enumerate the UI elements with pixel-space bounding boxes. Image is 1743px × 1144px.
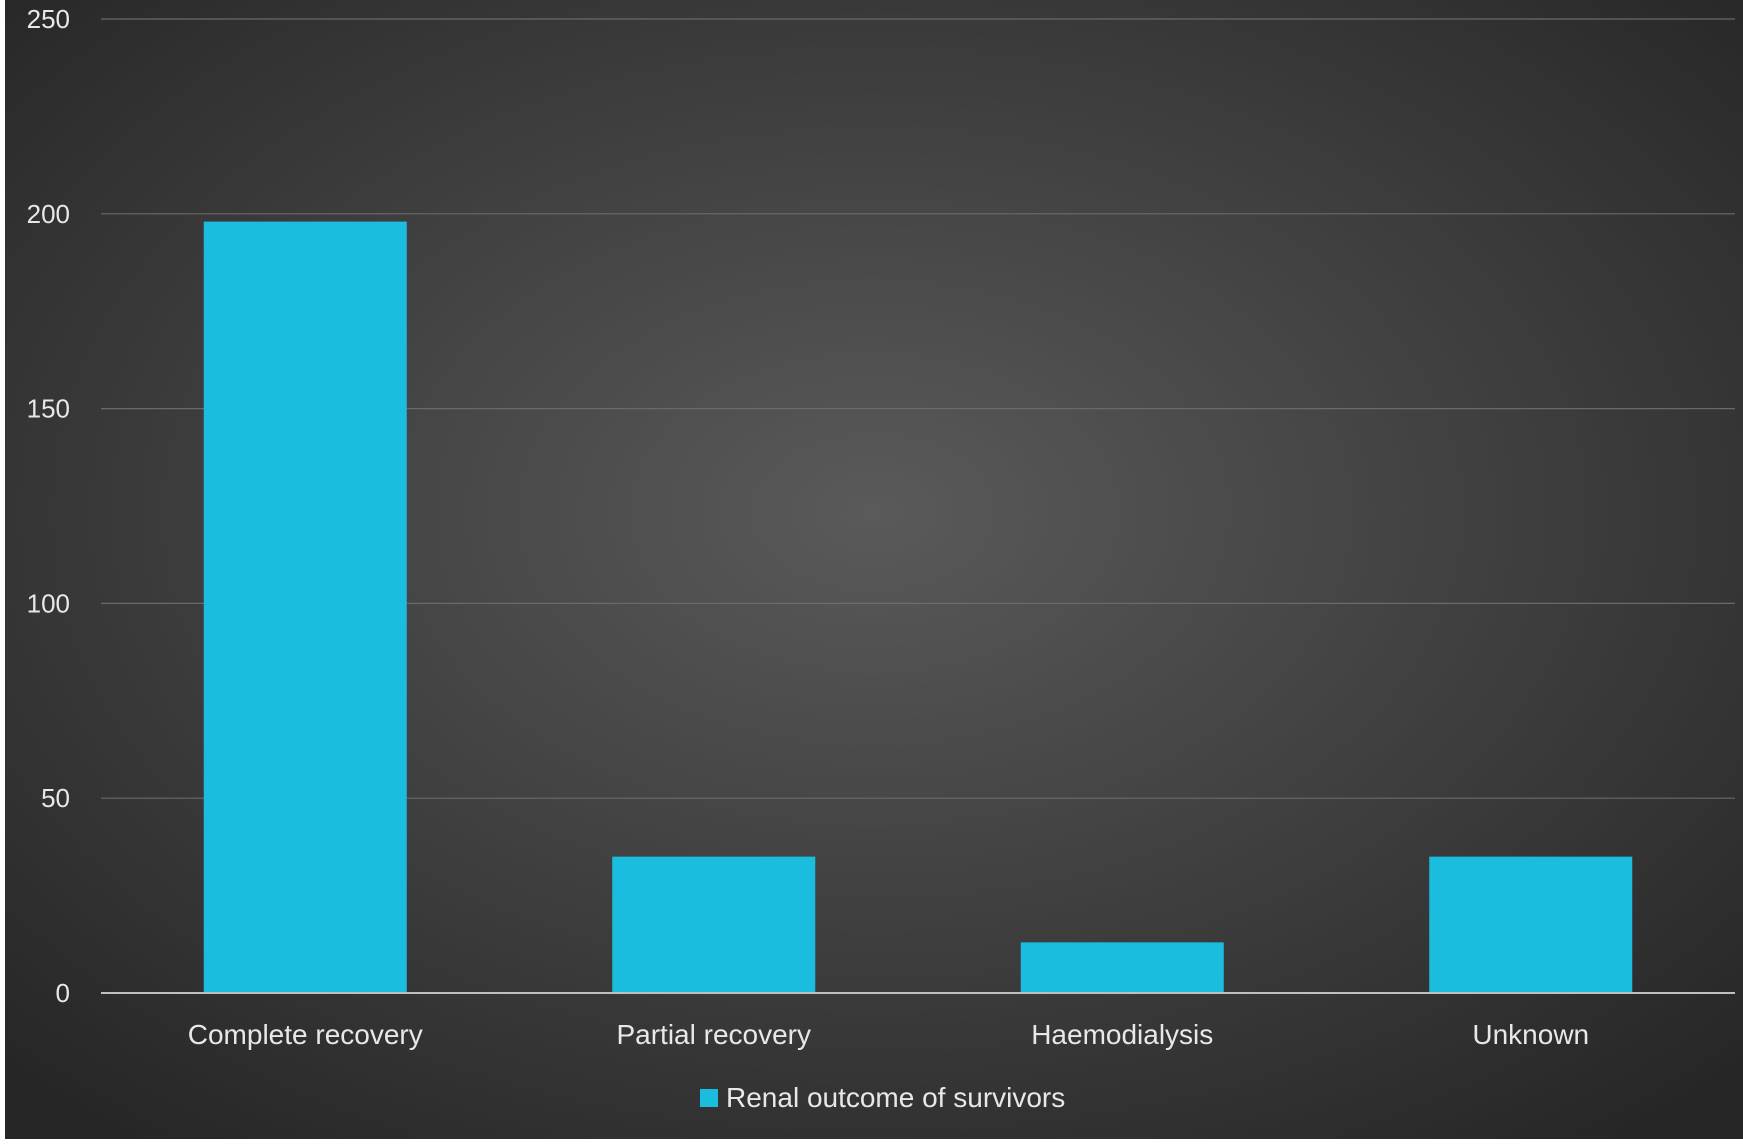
bar-haemodialysis [1020, 942, 1224, 993]
x-tick-label: Complete recovery [188, 1019, 423, 1050]
bars [203, 221, 1633, 994]
legend-label: Renal outcome of survivors [726, 1082, 1065, 1113]
x-tick-label: Unknown [1472, 1019, 1589, 1050]
x-axis-tick-labels: Complete recovery Partial recovery Haemodi… [188, 1019, 1589, 1050]
y-axis-tick-labels: 0 50 100 150 200 250 [27, 4, 70, 1008]
x-tick-label: Haemodialysis [1031, 1019, 1213, 1050]
bar-unknown [1429, 856, 1633, 993]
legend: Renal outcome of survivors [700, 1082, 1065, 1113]
legend-swatch [700, 1089, 718, 1107]
y-tick-label: 250 [27, 4, 70, 34]
y-tick-label: 200 [27, 199, 70, 229]
y-tick-label: 100 [27, 588, 70, 618]
y-tick-label: 50 [41, 783, 70, 813]
x-tick-label: Partial recovery [616, 1019, 811, 1050]
bar-partial-recovery [612, 856, 816, 993]
bar-complete-recovery [203, 221, 407, 994]
y-tick-label: 0 [56, 978, 70, 1008]
y-tick-label: 150 [27, 394, 70, 424]
